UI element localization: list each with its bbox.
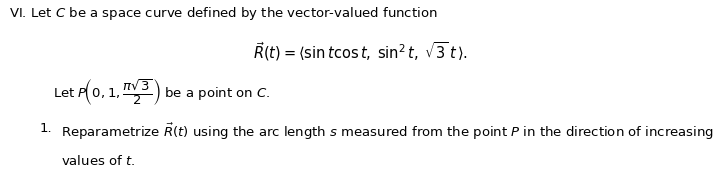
Text: VI. Let $C$ be a space curve defined by the vector-valued function: VI. Let $C$ be a space curve defined by … xyxy=(9,5,438,22)
Text: 1.: 1. xyxy=(40,122,53,135)
Text: $\vec{R}(t) = \langle \sin t \cos t,\; \sin^2 t,\; \sqrt{3}\,t\,\rangle.$: $\vec{R}(t) = \langle \sin t \cos t,\; \… xyxy=(253,40,468,63)
Text: Reparametrize $\vec{R}(t)$ using the arc length $s$ measured from the point $P$ : Reparametrize $\vec{R}(t)$ using the arc… xyxy=(61,122,715,142)
Text: values of $t$.: values of $t$. xyxy=(61,154,136,168)
Text: Let $P\!\left(0, 1, \dfrac{\pi\sqrt{3}}{2}\right)$ be a point on $C$.: Let $P\!\left(0, 1, \dfrac{\pi\sqrt{3}}{… xyxy=(53,77,270,106)
